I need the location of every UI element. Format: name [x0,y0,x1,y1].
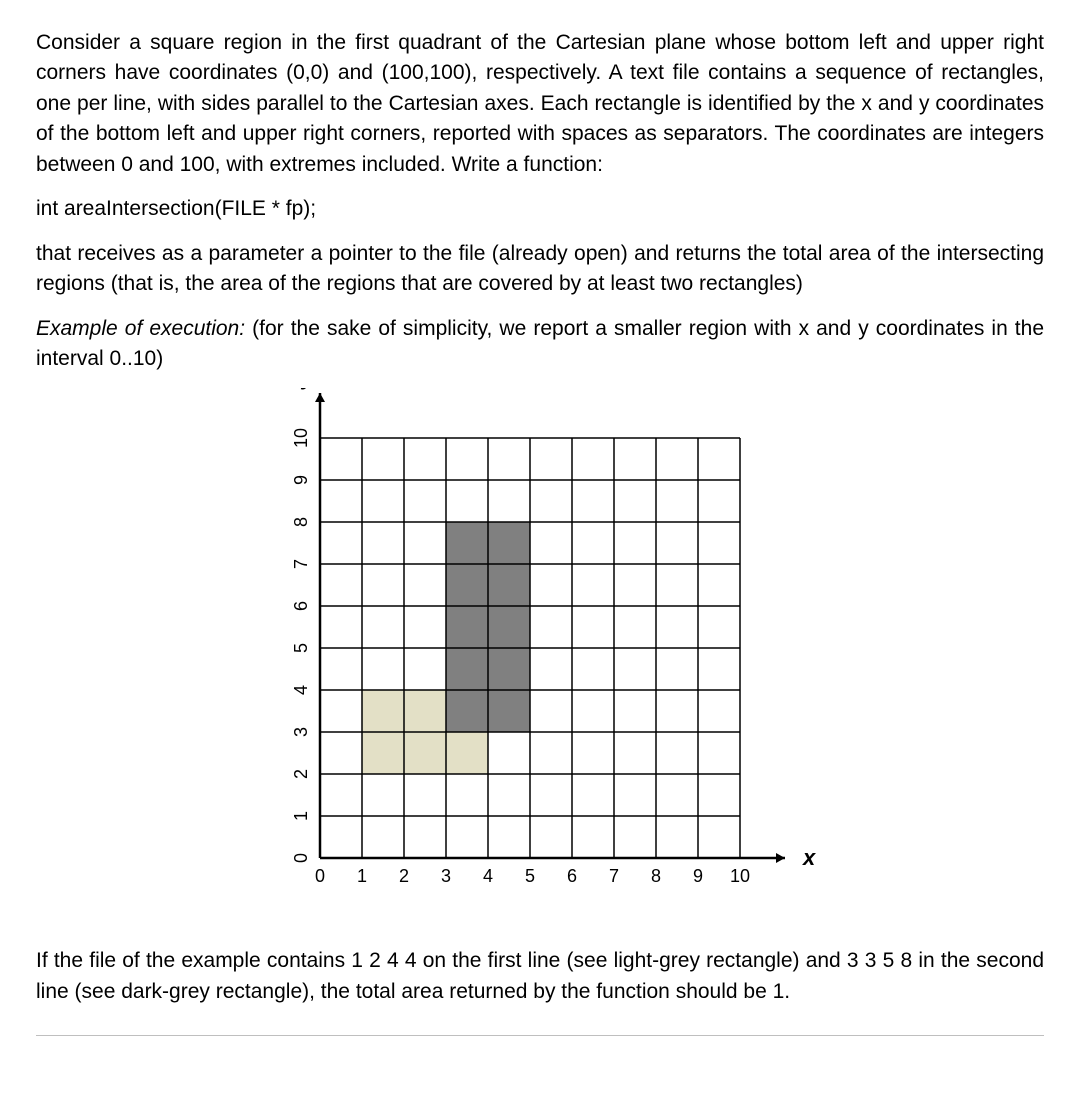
x-tick-label: 4 [483,866,493,886]
y-tick-label: 10 [291,428,311,448]
x-tick-label: 3 [441,866,451,886]
x-tick-label: 10 [730,866,750,886]
y-tick-label: 9 [291,475,311,485]
chart-container: 0 1 2 3 4 5 6 7 8 9 10 0 1 2 3 4 5 6 7 8 9 10 x y [36,388,1044,928]
x-axis-arrow [776,853,785,863]
y-tick-label: 5 [291,643,311,653]
y-tick-label: 0 [291,853,311,863]
function-signature: int areaIntersection(FILE * fp); [36,194,1044,224]
grid-diagram: 0 1 2 3 4 5 6 7 8 9 10 0 1 2 3 4 5 6 7 8 9 10 x y [240,388,840,928]
example-paragraph: Example of execution: (for the sake of s… [36,314,1044,375]
x-tick-label: 6 [567,866,577,886]
divider [36,1035,1044,1036]
y-tick-label: 3 [291,727,311,737]
x-tick-label: 7 [609,866,619,886]
example-result-paragraph: If the file of the example contains 1 2 … [36,946,1044,1007]
x-tick-label: 8 [651,866,661,886]
x-tick-label: 5 [525,866,535,886]
y-axis-arrow [315,393,325,402]
page: Consider a square region in the first qu… [0,0,1080,1076]
x-axis-label: x [802,845,816,870]
y-axis-label: y [301,388,316,390]
problem-paragraph-1: Consider a square region in the first qu… [36,28,1044,180]
y-tick-label: 4 [291,685,311,695]
problem-paragraph-2: that receives as a parameter a pointer t… [36,239,1044,300]
x-tick-label: 0 [315,866,325,886]
example-label-italic: Example of execution: [36,317,245,340]
y-tick-label: 1 [291,811,311,821]
y-tick-label: 8 [291,517,311,527]
x-tick-label: 1 [357,866,367,886]
x-tick-label: 9 [693,866,703,886]
y-tick-label: 2 [291,769,311,779]
y-tick-label: 7 [291,559,311,569]
x-tick-label: 2 [399,866,409,886]
y-tick-label: 6 [291,601,311,611]
